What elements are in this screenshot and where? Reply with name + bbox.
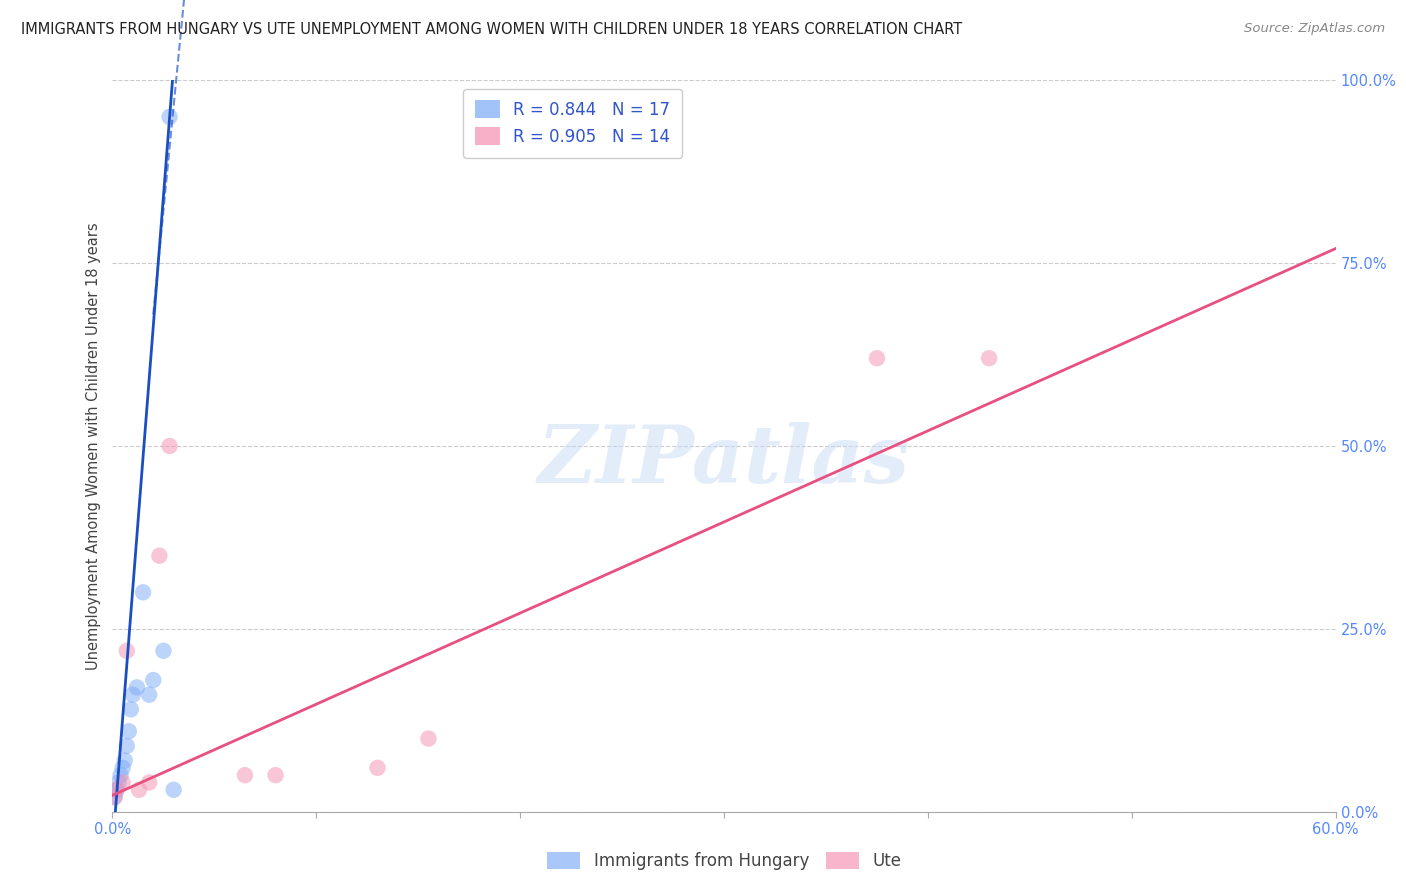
Point — [163, 782, 186, 797]
Point — [132, 585, 155, 599]
Y-axis label: Unemployment Among Women with Children Under 18 years: Unemployment Among Women with Children U… — [86, 222, 101, 670]
Point — [264, 768, 287, 782]
Point — [111, 775, 134, 789]
Point — [110, 768, 132, 782]
Point — [159, 110, 181, 124]
Point — [866, 351, 889, 366]
Point — [979, 351, 1001, 366]
Text: Source: ZipAtlas.com: Source: ZipAtlas.com — [1244, 22, 1385, 36]
Point — [142, 673, 165, 687]
Point — [120, 702, 142, 716]
Point — [103, 790, 125, 805]
Point — [111, 761, 134, 775]
Point — [128, 782, 150, 797]
Point — [103, 790, 125, 805]
Point — [366, 761, 388, 775]
Point — [125, 681, 148, 695]
Point — [107, 775, 129, 789]
Point — [122, 688, 145, 702]
Point — [105, 782, 128, 797]
Point — [114, 754, 136, 768]
Point — [138, 688, 160, 702]
Legend: Immigrants from Hungary, Ute: Immigrants from Hungary, Ute — [540, 845, 908, 877]
Text: IMMIGRANTS FROM HUNGARY VS UTE UNEMPLOYMENT AMONG WOMEN WITH CHILDREN UNDER 18 Y: IMMIGRANTS FROM HUNGARY VS UTE UNEMPLOYM… — [21, 22, 962, 37]
Point — [152, 644, 174, 658]
Point — [115, 644, 138, 658]
Point — [148, 549, 170, 563]
Point — [159, 439, 181, 453]
Point — [233, 768, 256, 782]
Point — [118, 724, 141, 739]
Point — [115, 739, 138, 753]
Text: ZIPatlas: ZIPatlas — [538, 422, 910, 500]
Point — [138, 775, 160, 789]
Point — [418, 731, 440, 746]
Point — [105, 782, 128, 797]
